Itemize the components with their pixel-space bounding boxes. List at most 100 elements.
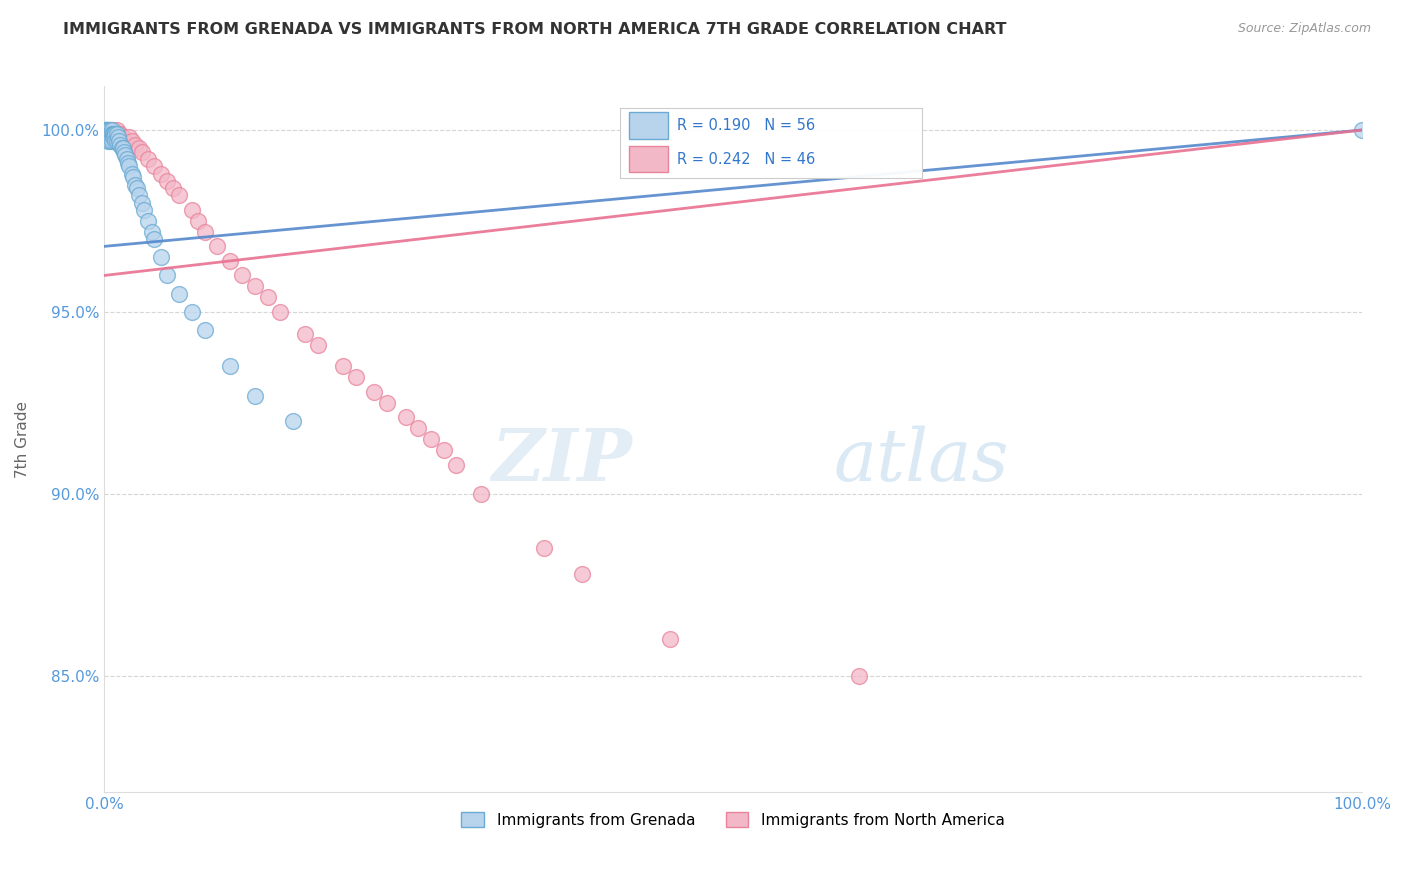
Point <box>101 130 124 145</box>
Point <box>118 130 141 145</box>
Point <box>128 188 150 202</box>
Point <box>128 141 150 155</box>
Point <box>110 141 132 155</box>
Point <box>104 134 127 148</box>
Point <box>98 123 121 137</box>
Point <box>136 214 159 228</box>
Point <box>108 134 131 148</box>
Point <box>131 145 153 159</box>
Point <box>100 134 122 148</box>
Point <box>98 123 121 137</box>
Text: ZIP: ZIP <box>492 425 633 496</box>
Point <box>97 123 120 137</box>
Point <box>97 130 120 145</box>
Point <box>112 145 135 159</box>
Point <box>375 396 398 410</box>
Point <box>125 181 148 195</box>
Point <box>105 127 128 141</box>
Point <box>243 279 266 293</box>
Point <box>1351 123 1374 137</box>
Point <box>136 152 159 166</box>
Point <box>121 167 143 181</box>
Point <box>848 668 870 682</box>
Point <box>420 432 443 446</box>
Point <box>205 239 228 253</box>
Point <box>156 174 179 188</box>
Point <box>294 326 316 341</box>
Point <box>571 566 593 581</box>
Text: IMMIGRANTS FROM GRENADA VS IMMIGRANTS FROM NORTH AMERICA 7TH GRADE CORRELATION C: IMMIGRANTS FROM GRENADA VS IMMIGRANTS FR… <box>63 22 1007 37</box>
Point <box>143 160 166 174</box>
Point <box>114 134 136 148</box>
Text: atlas: atlas <box>834 425 1010 496</box>
Point <box>143 232 166 246</box>
Point <box>98 123 121 137</box>
Point <box>121 134 143 148</box>
Point <box>97 123 120 137</box>
Point <box>100 123 122 137</box>
Point <box>344 370 367 384</box>
Point <box>114 148 136 162</box>
Point <box>659 632 682 647</box>
Point <box>97 134 120 148</box>
Y-axis label: 7th Grade: 7th Grade <box>15 401 30 477</box>
Point <box>124 137 146 152</box>
Point <box>98 127 121 141</box>
Point <box>96 123 118 137</box>
Point <box>98 130 121 145</box>
Point <box>110 137 132 152</box>
Point <box>256 290 278 304</box>
Point <box>103 127 125 141</box>
Point <box>243 388 266 402</box>
Point <box>103 130 125 145</box>
Point <box>105 134 128 148</box>
Point <box>105 123 128 137</box>
Point <box>115 152 138 166</box>
Point <box>363 384 385 399</box>
Point <box>98 127 121 141</box>
Legend: Immigrants from Grenada, Immigrants from North America: Immigrants from Grenada, Immigrants from… <box>456 805 1011 834</box>
Point <box>141 225 163 239</box>
Point <box>162 181 184 195</box>
Point <box>181 305 204 319</box>
Point <box>187 214 209 228</box>
Point <box>96 123 118 137</box>
Point <box>98 134 121 148</box>
Point <box>156 268 179 283</box>
Point <box>101 127 124 141</box>
Point <box>94 123 117 137</box>
Point <box>181 202 204 217</box>
Point <box>218 359 240 374</box>
Point <box>218 254 240 268</box>
Point <box>94 127 117 141</box>
Point <box>96 127 118 141</box>
Point <box>444 458 467 472</box>
Point <box>122 170 145 185</box>
Point <box>307 337 329 351</box>
Point <box>149 250 172 264</box>
Point <box>107 130 129 145</box>
Point <box>117 155 139 169</box>
Point <box>124 178 146 192</box>
Point <box>110 127 132 141</box>
Point <box>149 167 172 181</box>
Point <box>94 123 117 137</box>
Point <box>281 414 304 428</box>
Point <box>101 123 124 137</box>
Point <box>111 141 134 155</box>
Point <box>533 541 555 556</box>
Point <box>104 127 127 141</box>
Point <box>96 123 118 137</box>
Point <box>269 305 291 319</box>
Point <box>111 130 134 145</box>
Point <box>97 127 120 141</box>
Point <box>332 359 354 374</box>
Point <box>108 127 131 141</box>
Point <box>194 225 217 239</box>
Point <box>169 188 191 202</box>
Point <box>134 202 156 217</box>
Point <box>395 410 418 425</box>
Text: Source: ZipAtlas.com: Source: ZipAtlas.com <box>1237 22 1371 36</box>
Point <box>194 323 217 337</box>
Point <box>470 486 492 500</box>
